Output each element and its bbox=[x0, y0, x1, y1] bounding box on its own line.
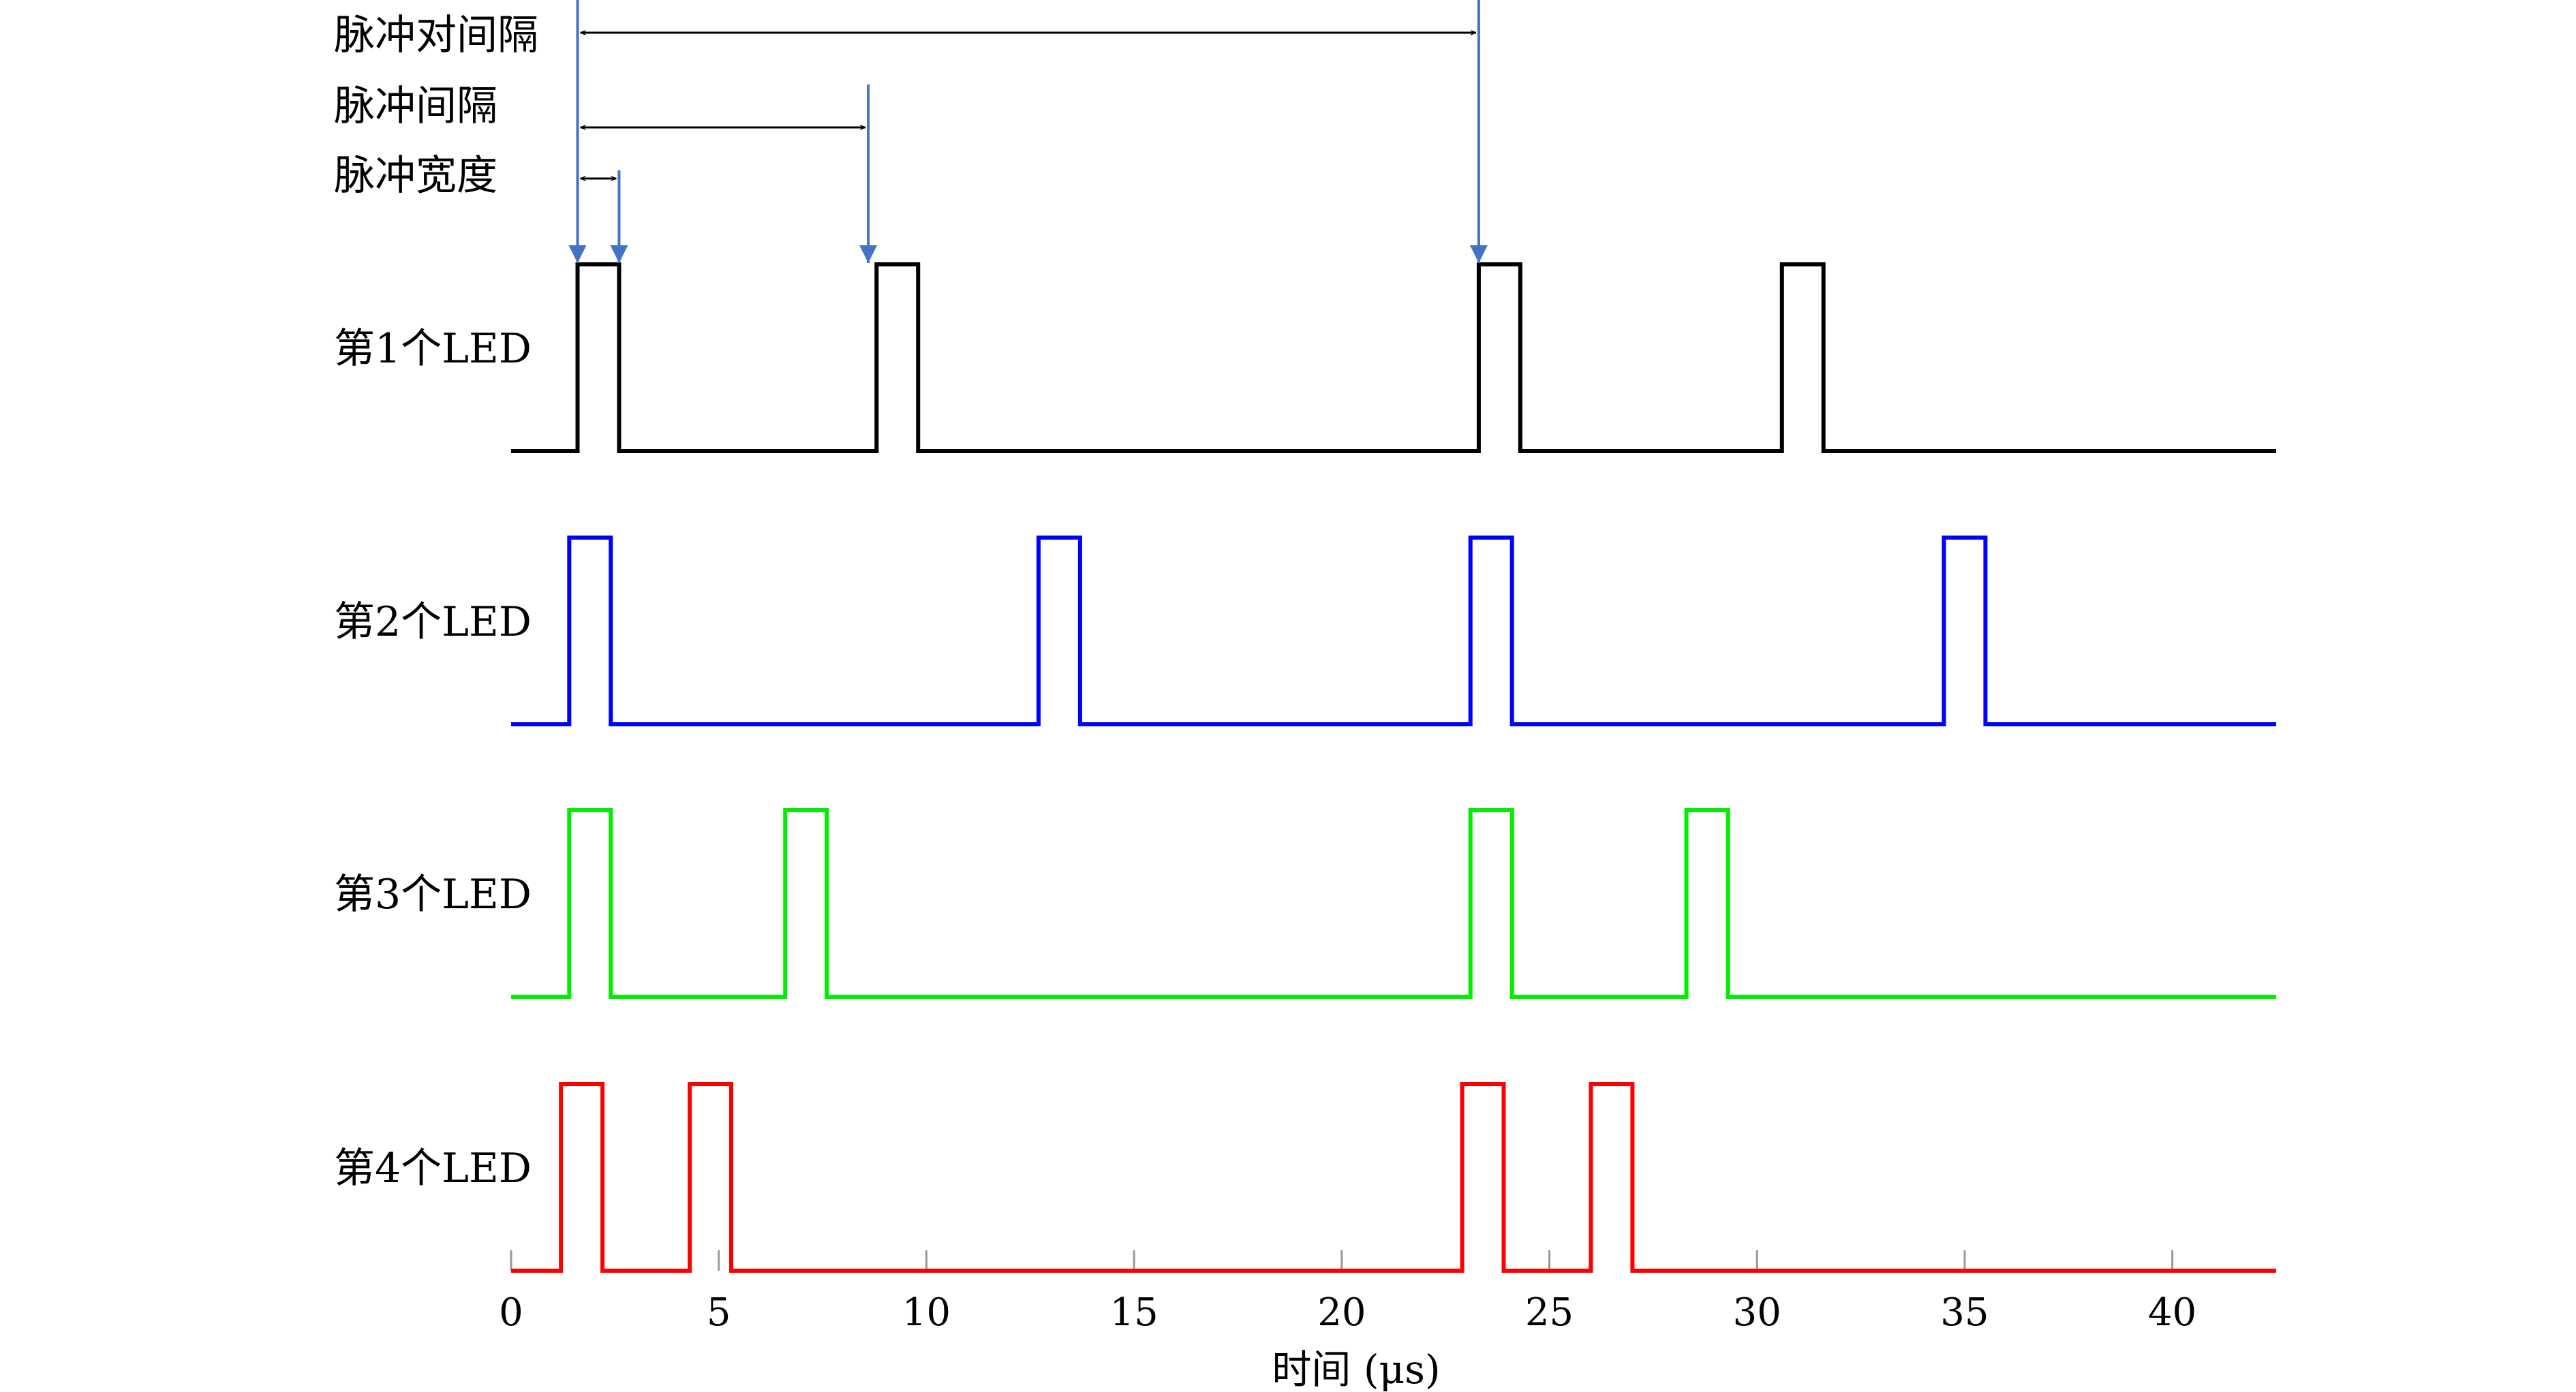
annotation-label: 脉冲宽度 bbox=[334, 152, 497, 200]
x-tick-label: 10 bbox=[902, 1290, 951, 1335]
x-tick-label: 30 bbox=[1733, 1290, 1781, 1335]
x-tick-label: 15 bbox=[1109, 1290, 1158, 1335]
x-axis-label: 时间 (μs) bbox=[1272, 1346, 1440, 1392]
series-2-line bbox=[511, 536, 2276, 726]
series-3-line bbox=[511, 808, 2276, 999]
x-tick-label: 20 bbox=[1317, 1290, 1366, 1335]
annotation-label: 脉冲间隔 bbox=[334, 82, 497, 130]
x-tick-label: 35 bbox=[1940, 1290, 1989, 1335]
x-tick-label: 5 bbox=[707, 1290, 731, 1335]
series-1-label: 第1个LED bbox=[334, 325, 532, 373]
series-4-line bbox=[511, 1082, 2276, 1273]
series-1-line bbox=[511, 262, 2276, 453]
series-layer: 第1个LED 第2个LED 第3个LED 第4个LED bbox=[334, 262, 2276, 1273]
series-3-label: 第3个LED bbox=[334, 871, 532, 918]
x-axis: 0 5 10 15 20 25 30 35 40 bbox=[499, 1250, 2196, 1335]
series-2-label: 第2个LED bbox=[334, 598, 532, 646]
annotation-label: 脉冲对间隔 bbox=[334, 12, 538, 59]
x-tick-label: 40 bbox=[2148, 1290, 2196, 1335]
series-4-label: 第4个LED bbox=[334, 1145, 532, 1192]
x-tick-label: 0 bbox=[499, 1290, 523, 1335]
x-tick-label: 25 bbox=[1525, 1290, 1574, 1335]
